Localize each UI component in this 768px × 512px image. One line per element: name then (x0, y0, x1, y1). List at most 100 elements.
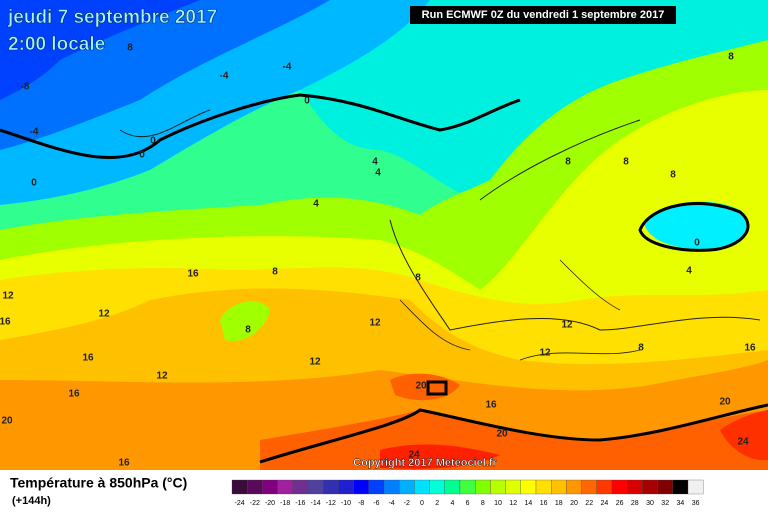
contour-label: 0 (694, 238, 700, 249)
contour-label: 4 (372, 157, 378, 168)
colorbar-cell (566, 479, 582, 495)
contour-label: 16 (68, 389, 80, 400)
contour-label: 16 (744, 343, 756, 354)
colorbar-cell (672, 479, 689, 495)
colorbar-tick-label: 4 (450, 500, 454, 507)
contour-label: 20 (719, 397, 731, 408)
contour-label: 8 (127, 43, 133, 54)
colorbar-cell (414, 479, 430, 495)
colorbar-tick-label: 14 (525, 500, 533, 507)
colorbar-cell (475, 479, 491, 495)
colorbar-cell (338, 479, 354, 495)
colorbar-tick-label: 18 (555, 500, 563, 507)
contour-label: 8 (728, 52, 734, 63)
colorbar-cell (429, 479, 445, 495)
contour-label: 16 (82, 353, 94, 364)
contour-label: 8 (638, 343, 644, 354)
colorbar-cell (535, 479, 552, 495)
colorbar-tick-label: -6 (373, 500, 379, 507)
colorbar-tick-label: 26 (616, 500, 624, 507)
contour-label: 20 (496, 429, 508, 440)
copyright: Copyright 2017 Meteociel.fr (353, 457, 497, 469)
colorbar-tick-label: -22 (250, 500, 260, 507)
colorbar-tick-label: 12 (509, 500, 517, 507)
contour-label: 8 (272, 267, 278, 278)
colorbar-tick-label: -24 (235, 500, 245, 507)
colorbar-cell (520, 479, 537, 495)
contour-label: 0 (150, 136, 156, 147)
contour-label: 0 (304, 96, 310, 107)
colorbar-tick-label: 6 (466, 500, 470, 507)
contour-label: 8 (245, 325, 251, 336)
colorbar-tick-label: -14 (311, 500, 321, 507)
colorbar-cell (490, 479, 506, 495)
legend-subtitle: (+144h) (12, 495, 51, 507)
colorbar: -24 -22 -20 -18 -16 -14 -12 -10 -8 -6 -4 -2 0 2 4 6 8 10 1… (231, 479, 704, 507)
contour-label: 20 (415, 381, 427, 392)
map-title: jeudi 7 septembre 2017 (7, 7, 217, 28)
colorbar-tick-label: 22 (585, 500, 593, 507)
colorbar-tick-label: 20 (570, 500, 578, 507)
contour-label: 12 (98, 309, 110, 320)
contour-label: 12 (369, 318, 381, 329)
colorbar-cell (581, 479, 597, 495)
colorbar-cell (368, 479, 385, 495)
colorbar-cell (627, 479, 643, 495)
colorbar-cell (657, 479, 673, 495)
colorbar-tick-label: 30 (646, 500, 654, 507)
colorbar-tick-label: 28 (631, 500, 639, 507)
legend-title: Température à 850hPa (°C) (10, 475, 187, 491)
colorbar-tick-label: -20 (265, 500, 275, 507)
colorbar-cell (262, 479, 278, 495)
map-background (0, 0, 768, 470)
contour-label: 8 (670, 170, 676, 181)
contour-label: -4 (220, 71, 229, 82)
contour-label: 16 (187, 269, 199, 280)
colorbar-cell (399, 479, 415, 495)
run-box (410, 6, 676, 24)
contour-label: 8 (565, 157, 571, 168)
contour-label: 16 (0, 317, 11, 328)
contour-label: -8 (21, 82, 30, 93)
colorbar-tick-label: 24 (601, 500, 609, 507)
map-subtitle: 2:00 locale (8, 34, 105, 55)
colorbar-tick-label: -10 (341, 500, 351, 507)
colorbar-tick-label: -2 (404, 500, 410, 507)
colorbar-cell (292, 479, 309, 495)
colorbar-tick-label: -4 (388, 500, 394, 507)
contour-label: 12 (309, 357, 321, 368)
contour-label: 4 (686, 266, 692, 277)
contour-label: -4 (30, 127, 39, 138)
contour-label: 0 (31, 178, 37, 189)
colorbar-tick-label: -16 (295, 500, 305, 507)
colorbar-cell (383, 479, 400, 495)
contour-label: 12 (2, 291, 14, 302)
contour-label: 12 (539, 348, 551, 359)
colorbar-tick-label: 36 (692, 500, 700, 507)
colorbar-tick-label: 34 (677, 500, 685, 507)
contour-label: 24 (737, 437, 749, 448)
contour-label: 16 (485, 400, 497, 411)
colorbar-tick-label: 8 (481, 500, 485, 507)
colorbar-cell (551, 479, 567, 495)
contour-label: 20 (1, 416, 13, 427)
colorbar-tick-label: 2 (435, 500, 439, 507)
contour-label: 16 (118, 458, 130, 469)
colorbar-cell (231, 479, 248, 495)
colorbar-tick-label: 16 (540, 500, 548, 507)
colorbar-cell (505, 479, 521, 495)
contour-label: 4 (375, 168, 381, 179)
colorbar-tick-label: -8 (358, 500, 364, 507)
colorbar-cell (642, 479, 658, 495)
contour-label: 0 (139, 150, 145, 161)
contour-label: 24 (408, 450, 420, 461)
colorbar-tick-label: -18 (280, 500, 290, 507)
contour-label: 12 (561, 320, 573, 331)
colorbar-cell (444, 479, 461, 495)
colorbar-cell (277, 479, 293, 495)
colorbar-cell (323, 479, 339, 495)
contour-label: 8 (415, 273, 421, 284)
contour-label: -4 (283, 62, 292, 73)
